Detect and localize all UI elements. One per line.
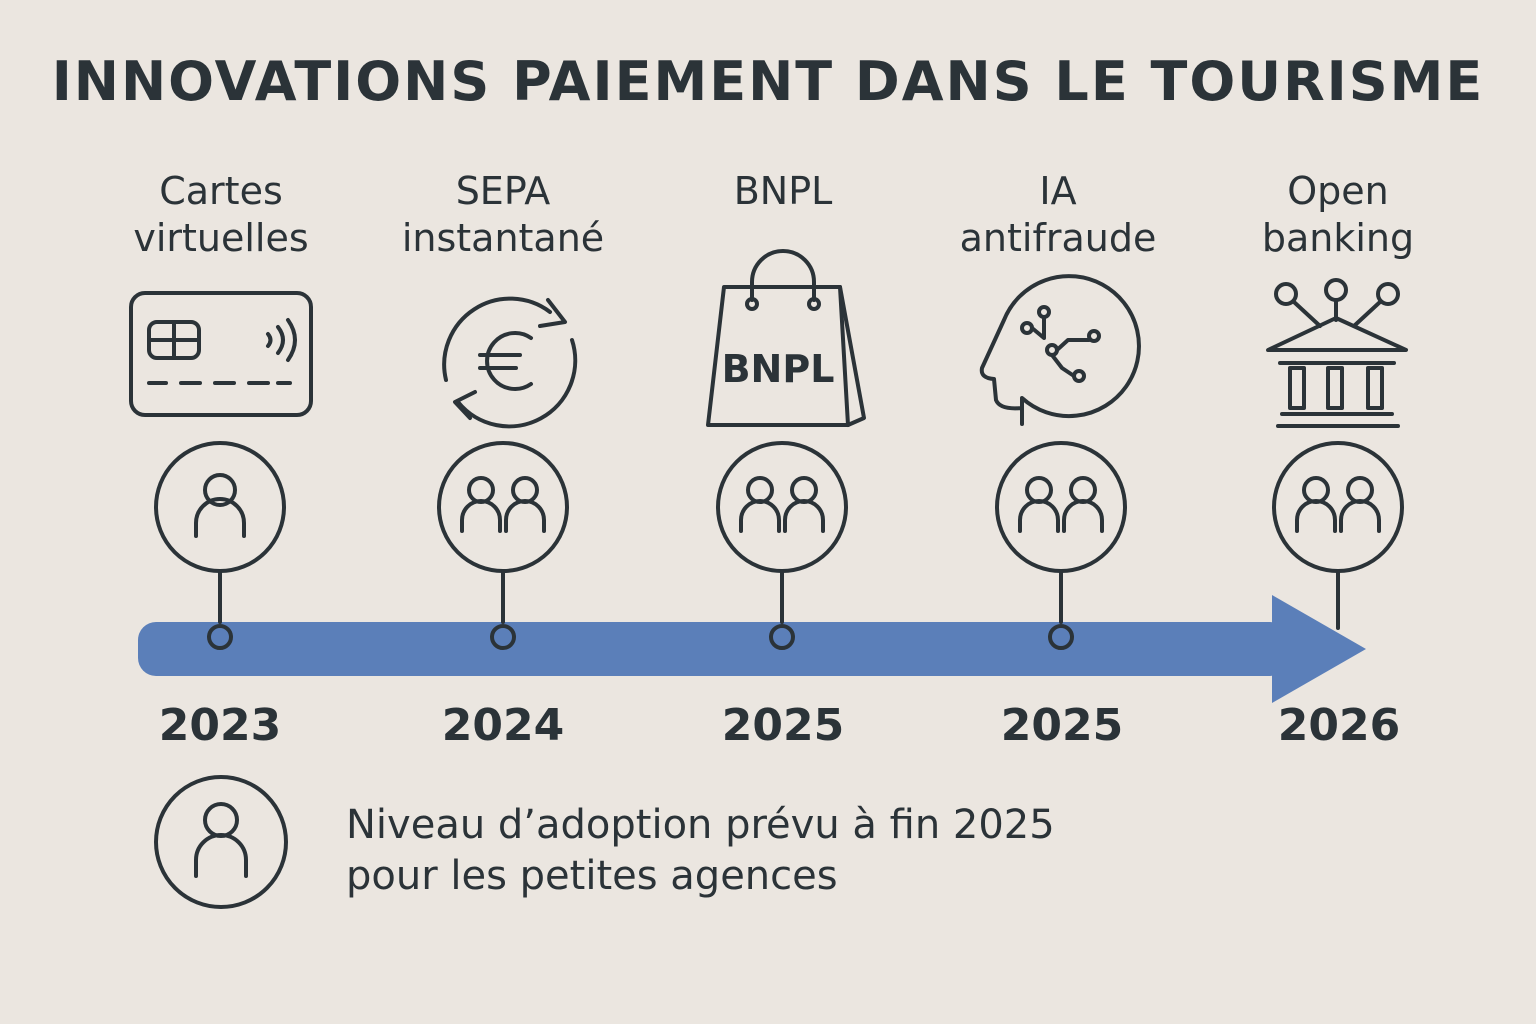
single-person-icon — [194, 473, 246, 538]
year-label-1: 2023 — [158, 700, 282, 751]
adoption-indicator-2 — [437, 441, 569, 650]
two-persons-icon — [739, 476, 825, 533]
legend-line-2: pour les petites agences — [346, 853, 838, 899]
timeline-node — [769, 624, 795, 650]
timeline-arrow — [138, 595, 1366, 703]
single-person-icon — [194, 802, 248, 878]
ai-head-icon — [979, 274, 1141, 426]
adoption-indicator-4 — [995, 441, 1127, 650]
credit-card-icon — [129, 291, 313, 417]
milestone-label-line: BNPL — [733, 169, 833, 213]
adoption-indicator-1 — [154, 441, 286, 650]
milestone-label-line: banking — [1261, 216, 1415, 260]
milestone-label-line: antifraude — [959, 216, 1157, 260]
year-label-2: 2024 — [441, 700, 565, 751]
adoption-circle — [154, 441, 286, 573]
timeline-node — [207, 624, 233, 650]
adoption-circle — [716, 441, 848, 573]
milestone-label-line: virtuelles — [133, 216, 309, 260]
page-title: INNOVATIONS PAIEMENT DANS LE TOURISME — [51, 50, 1485, 113]
timeline-node — [1048, 624, 1074, 650]
milestone-label-3: BNPL — [643, 168, 923, 215]
milestone-label-line: Open — [1287, 169, 1389, 213]
legend-text: Niveau d’adoption prévu à fin 2025 pour … — [346, 800, 1246, 902]
adoption-circle — [995, 441, 1127, 573]
adoption-circle — [437, 441, 569, 573]
euro-exchange-icon — [442, 296, 578, 429]
milestone-label-1: Cartes virtuelles — [81, 168, 361, 262]
year-label-4: 2025 — [1000, 700, 1124, 751]
legend-indicator — [154, 775, 288, 909]
adoption-indicator-3 — [716, 441, 848, 650]
two-persons-icon — [460, 476, 546, 533]
two-persons-icon — [1018, 476, 1104, 533]
adoption-circle — [1272, 441, 1404, 573]
bag-label: BNPL — [722, 347, 835, 391]
milestone-label-5: Open banking — [1198, 168, 1478, 262]
legend-circle — [154, 775, 288, 909]
milestone-label-line: IA — [1039, 169, 1077, 213]
milestone-label-line: instantané — [401, 216, 605, 260]
shopping-bag-icon: BNPL — [706, 249, 866, 427]
legend-line-1: Niveau d’adoption prévu à fin 2025 — [346, 802, 1055, 848]
year-label-5: 2026 — [1277, 700, 1401, 751]
milestone-label-4: IA antifraude — [918, 168, 1198, 262]
bank-network-icon — [1266, 278, 1408, 428]
milestone-label-2: SEPA instantané — [363, 168, 643, 262]
milestone-label-line: Cartes — [159, 169, 283, 213]
adoption-indicator-5 — [1272, 441, 1404, 630]
timeline-node — [490, 624, 516, 650]
year-label-3: 2025 — [721, 700, 845, 751]
two-persons-icon — [1295, 476, 1381, 533]
milestone-label-line: SEPA — [455, 169, 551, 213]
